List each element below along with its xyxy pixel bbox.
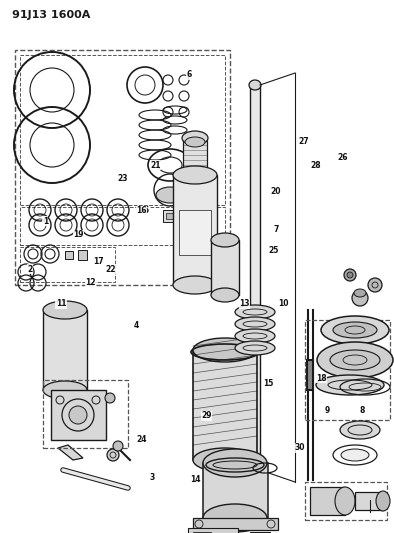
Text: 15: 15 [263, 379, 273, 388]
Text: 9: 9 [324, 406, 330, 415]
Text: 26: 26 [338, 153, 348, 161]
Ellipse shape [317, 342, 393, 378]
Text: 29: 29 [202, 411, 212, 420]
Ellipse shape [333, 322, 377, 338]
Text: 20: 20 [271, 188, 281, 196]
Text: 8: 8 [360, 406, 365, 415]
Circle shape [69, 406, 87, 424]
Ellipse shape [235, 305, 275, 319]
Ellipse shape [173, 166, 217, 184]
Bar [166, 213, 174, 219]
Bar [20, 207, 225, 245]
Bar [310, 487, 345, 515]
Ellipse shape [340, 421, 380, 439]
Text: 13: 13 [239, 300, 249, 308]
Bar [15, 50, 230, 285]
Text: 25: 25 [269, 246, 279, 255]
Bar [193, 350, 257, 460]
Ellipse shape [156, 187, 184, 203]
Circle shape [105, 393, 115, 403]
Bar [355, 492, 383, 510]
Ellipse shape [43, 301, 87, 319]
Polygon shape [58, 445, 83, 460]
Text: 27: 27 [298, 137, 309, 146]
Ellipse shape [341, 449, 369, 461]
Text: 7: 7 [273, 225, 279, 233]
Bar [163, 210, 177, 222]
Ellipse shape [211, 233, 239, 247]
Ellipse shape [182, 131, 208, 145]
Circle shape [107, 449, 119, 461]
Ellipse shape [235, 317, 275, 331]
Bar [20, 55, 225, 205]
Ellipse shape [185, 137, 205, 147]
Text: 24: 24 [137, 435, 147, 444]
Ellipse shape [193, 448, 257, 472]
Ellipse shape [249, 80, 261, 90]
Ellipse shape [235, 341, 275, 355]
Ellipse shape [235, 329, 275, 343]
Ellipse shape [316, 375, 384, 395]
Text: 12: 12 [85, 278, 96, 287]
Bar [43, 310, 87, 390]
Circle shape [113, 441, 123, 451]
Text: 19: 19 [74, 230, 84, 239]
Bar [305, 320, 390, 420]
Ellipse shape [203, 449, 267, 477]
Bar [173, 175, 217, 285]
Circle shape [368, 278, 382, 292]
Ellipse shape [173, 276, 217, 294]
Ellipse shape [193, 338, 257, 362]
Text: 11: 11 [56, 300, 66, 308]
Text: 22: 22 [105, 265, 115, 273]
Bar [179, 210, 211, 255]
Bar [193, 532, 211, 533]
Text: 28: 28 [310, 161, 320, 169]
Text: 6: 6 [186, 70, 192, 79]
Text: 16: 16 [137, 206, 147, 215]
Text: 17: 17 [93, 257, 104, 265]
Circle shape [344, 269, 356, 281]
Circle shape [347, 272, 353, 278]
Ellipse shape [376, 491, 390, 511]
Bar [250, 85, 260, 470]
Bar [305, 482, 387, 520]
Text: 1: 1 [43, 217, 48, 225]
Text: 91J13 1600A: 91J13 1600A [12, 10, 90, 20]
Bar [193, 518, 278, 530]
Bar [250, 532, 270, 533]
Bar [43, 380, 128, 448]
Circle shape [352, 290, 368, 306]
Text: 2: 2 [27, 265, 32, 273]
Text: 18: 18 [316, 374, 326, 383]
Bar [183, 140, 207, 175]
Text: 21: 21 [151, 161, 161, 169]
Text: 23: 23 [117, 174, 127, 183]
Bar [65, 251, 73, 259]
Ellipse shape [211, 288, 239, 302]
Bar [51, 390, 106, 440]
Ellipse shape [321, 316, 389, 344]
Bar [211, 240, 239, 295]
Bar [307, 360, 313, 390]
Bar [78, 250, 87, 260]
Text: 5: 5 [143, 206, 149, 215]
Text: 4: 4 [133, 321, 139, 329]
Ellipse shape [203, 504, 267, 532]
Bar [188, 528, 238, 533]
Text: 30: 30 [294, 443, 305, 452]
Ellipse shape [354, 289, 366, 297]
Text: 3: 3 [149, 473, 154, 481]
Bar [20, 247, 115, 282]
Ellipse shape [335, 487, 355, 515]
Ellipse shape [330, 350, 380, 370]
Ellipse shape [43, 381, 87, 399]
Text: 10: 10 [279, 300, 289, 308]
Bar [203, 463, 268, 518]
Text: 14: 14 [190, 475, 200, 484]
